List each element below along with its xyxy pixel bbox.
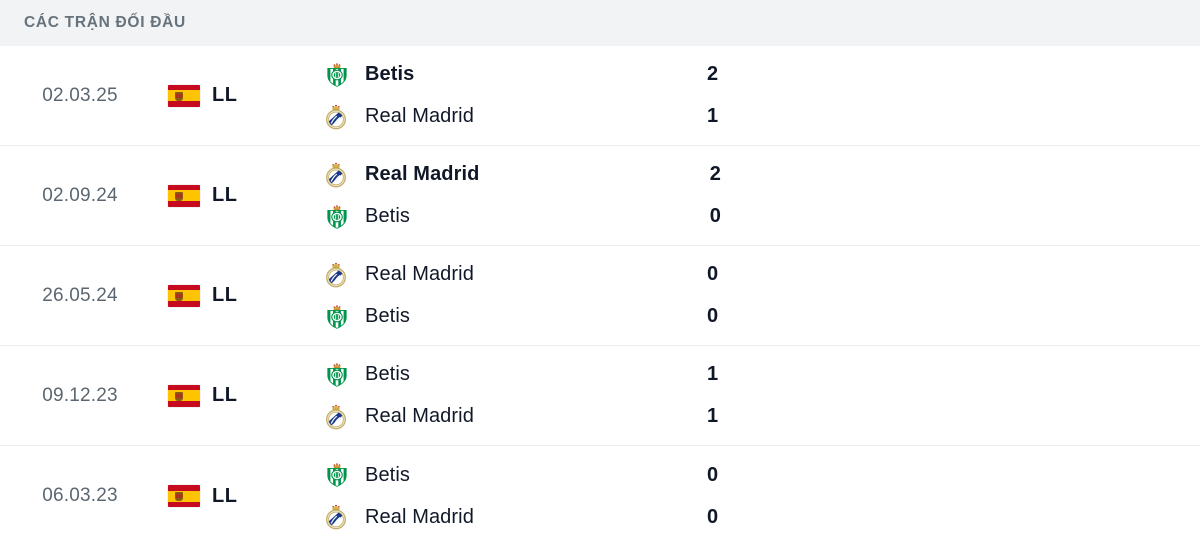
match-date-cell: 06.03.23 — [0, 446, 160, 546]
league-code: LL — [212, 184, 238, 206]
teams-cell: Betis Real Madrid — [305, 346, 667, 445]
home-team-row[interactable]: Betis — [323, 360, 667, 390]
away-team-name: Real Madrid — [365, 505, 474, 528]
away-team-row[interactable]: Betis — [323, 202, 670, 232]
home-team-name: Real Madrid — [365, 263, 474, 285]
home-team-row[interactable]: Real Madrid — [323, 160, 670, 190]
home-score-row: 2 — [670, 160, 1010, 190]
league-cell[interactable]: LL — [160, 446, 305, 546]
away-score: 0 — [706, 505, 719, 528]
away-score: 1 — [706, 405, 719, 427]
teams-cell: Real Madrid Betis — [305, 146, 670, 245]
home-team-name: Real Madrid — [365, 163, 480, 185]
away-team-name: Betis — [365, 305, 410, 327]
row-spacer — [1010, 146, 1200, 245]
real-madrid-crest-icon — [323, 403, 357, 431]
away-score: 0 — [706, 305, 719, 327]
section-header: CÁC TRẬN ĐỐI ĐẦU — [0, 0, 1200, 46]
away-score-row: 0 — [670, 202, 1010, 232]
match-date: 09.12.23 — [42, 384, 118, 406]
away-team-name: Real Madrid — [365, 405, 474, 427]
spain-flag-icon — [168, 184, 200, 207]
match-date-cell: 02.09.24 — [0, 146, 160, 245]
home-team-row[interactable]: Real Madrid — [323, 260, 667, 290]
away-score: 1 — [706, 105, 719, 127]
match-date: 02.09.24 — [42, 184, 118, 206]
away-team-row[interactable]: Real Madrid — [323, 502, 667, 532]
home-score: 1 — [706, 363, 719, 385]
away-score-row: 0 — [667, 302, 1007, 332]
away-score-row: 1 — [667, 102, 1007, 132]
home-score-row: 1 — [667, 360, 1007, 390]
away-score: 0 — [709, 205, 721, 227]
row-spacer — [1007, 346, 1200, 445]
home-score: 2 — [706, 63, 719, 85]
row-spacer — [1007, 46, 1200, 145]
home-score: 0 — [706, 263, 719, 285]
spain-flag-icon — [168, 384, 200, 407]
away-score-row: 1 — [667, 402, 1007, 432]
real-madrid-crest-icon — [323, 261, 357, 289]
row-spacer — [1007, 446, 1200, 546]
match-date: 06.03.23 — [42, 485, 118, 506]
match-date-cell: 02.03.25 — [0, 46, 160, 145]
home-score-row: 2 — [667, 60, 1007, 90]
teams-cell: Betis Real Madrid — [305, 46, 667, 145]
match-date: 02.03.25 — [42, 84, 118, 106]
away-team-row[interactable]: Real Madrid — [323, 102, 667, 132]
league-code: LL — [212, 384, 238, 406]
match-row[interactable]: 02.03.25 LL Betis — [0, 46, 1200, 146]
home-score-row: 0 — [667, 260, 1007, 290]
league-cell[interactable]: LL — [160, 346, 305, 445]
spain-flag-icon — [168, 284, 200, 307]
home-team-name: Betis — [365, 63, 415, 85]
league-code: LL — [212, 484, 238, 507]
real-madrid-crest-icon — [323, 103, 357, 131]
away-team-name: Real Madrid — [365, 105, 474, 127]
match-row[interactable]: 06.03.23 LL Betis — [0, 446, 1200, 546]
match-date: 26.05.24 — [42, 284, 118, 306]
home-score: 2 — [709, 163, 721, 185]
match-date-cell: 26.05.24 — [0, 246, 160, 345]
match-row[interactable]: 26.05.24 LL Real Madrid — [0, 246, 1200, 346]
home-team-name: Betis — [365, 363, 410, 385]
home-score: 0 — [706, 463, 719, 486]
spain-flag-icon — [168, 84, 200, 107]
league-cell[interactable]: LL — [160, 246, 305, 345]
league-code: LL — [212, 84, 238, 106]
betis-crest-icon — [323, 303, 357, 331]
match-list: 02.03.25 LL Betis — [0, 46, 1200, 546]
betis-crest-icon — [323, 361, 357, 389]
betis-crest-icon — [323, 461, 357, 489]
home-team-row[interactable]: Betis — [323, 460, 667, 490]
league-cell[interactable]: LL — [160, 46, 305, 145]
home-team-name: Betis — [365, 463, 410, 486]
real-madrid-crest-icon — [323, 503, 357, 531]
league-cell[interactable]: LL — [160, 146, 305, 245]
real-madrid-crest-icon — [323, 161, 357, 189]
row-spacer — [1007, 246, 1200, 345]
home-team-row[interactable]: Betis — [323, 60, 667, 90]
betis-crest-icon — [323, 203, 357, 231]
home-score-row: 0 — [667, 460, 1007, 490]
match-date-cell: 09.12.23 — [0, 346, 160, 445]
away-score-row: 0 — [667, 502, 1007, 532]
away-team-row[interactable]: Real Madrid — [323, 402, 667, 432]
league-code: LL — [212, 284, 238, 306]
section-title: CÁC TRẬN ĐỐI ĐẦU — [24, 14, 186, 31]
match-row[interactable]: 09.12.23 LL Betis — [0, 346, 1200, 446]
away-team-name: Betis — [365, 205, 410, 227]
away-team-row[interactable]: Betis — [323, 302, 667, 332]
betis-crest-icon — [323, 61, 357, 89]
teams-cell: Real Madrid Betis — [305, 246, 667, 345]
teams-cell: Betis Real Madrid — [305, 446, 667, 546]
match-row[interactable]: 02.09.24 LL Real Madrid — [0, 146, 1200, 246]
spain-flag-icon — [168, 485, 200, 507]
